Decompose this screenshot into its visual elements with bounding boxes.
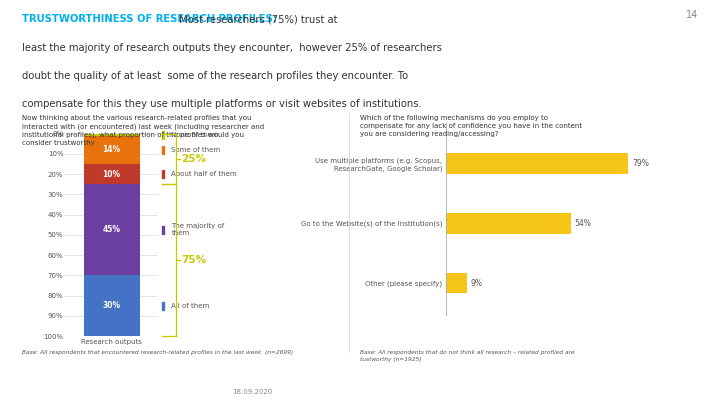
Text: None of them: None of them bbox=[171, 132, 219, 138]
Text: 18.09.2020: 18.09.2020 bbox=[232, 389, 272, 395]
Text: least the majority of research outputs they encounter,  however 25% of researche: least the majority of research outputs t… bbox=[22, 43, 441, 53]
Bar bbox=[162, 226, 164, 234]
Text: 9%: 9% bbox=[471, 279, 482, 288]
Bar bbox=[84, 134, 140, 136]
Text: Base: All respondents that do not think all research – related profiled are
tust: Base: All respondents that do not think … bbox=[360, 350, 575, 362]
Text: About half of them: About half of them bbox=[171, 171, 237, 177]
Text: 30%: 30% bbox=[102, 301, 121, 310]
Text: 25%: 25% bbox=[181, 154, 207, 164]
Text: 75%: 75% bbox=[181, 255, 207, 265]
Text: doubt the quality of at least  some of the research profiles they encounter. To: doubt the quality of at least some of th… bbox=[22, 71, 408, 81]
Text: 54%: 54% bbox=[575, 219, 591, 228]
Bar bbox=[84, 164, 140, 184]
Text: Some of them: Some of them bbox=[171, 147, 220, 153]
Text: 10%: 10% bbox=[102, 170, 121, 179]
Text: 14%: 14% bbox=[102, 145, 121, 154]
Bar bbox=[84, 275, 140, 336]
Bar bbox=[446, 153, 629, 174]
Bar bbox=[162, 302, 164, 310]
Bar bbox=[446, 213, 571, 234]
Bar bbox=[162, 170, 164, 178]
Text: All of them: All of them bbox=[171, 303, 210, 309]
Text: 79%: 79% bbox=[632, 159, 649, 168]
Text: The majority of
them: The majority of them bbox=[171, 223, 225, 237]
Bar bbox=[84, 136, 140, 164]
Text: Now thinking about the various research-related profiles that you
interacted wit: Now thinking about the various research-… bbox=[22, 115, 264, 147]
Text: Base: All respondents that encountered research-related profiles in the last wee: Base: All respondents that encountered r… bbox=[22, 350, 293, 355]
Text: 45%: 45% bbox=[102, 225, 121, 234]
Text: Which of the following mechanisms do you employ to
compensate for any lack of co: Which of the following mechanisms do you… bbox=[360, 115, 582, 137]
Bar bbox=[162, 146, 164, 154]
Text: TRUSTWORTHINESS OF RESEARCH PROFILES:: TRUSTWORTHINESS OF RESEARCH PROFILES: bbox=[22, 14, 276, 24]
Text: Most researchers (75%) trust at: Most researchers (75%) trust at bbox=[176, 14, 338, 24]
Bar bbox=[84, 184, 140, 275]
Bar bbox=[162, 130, 164, 139]
Text: 14: 14 bbox=[686, 10, 698, 20]
Text: compensate for this they use multiple platforms or visit websites of institution: compensate for this they use multiple pl… bbox=[22, 99, 421, 109]
Bar bbox=[446, 273, 467, 294]
